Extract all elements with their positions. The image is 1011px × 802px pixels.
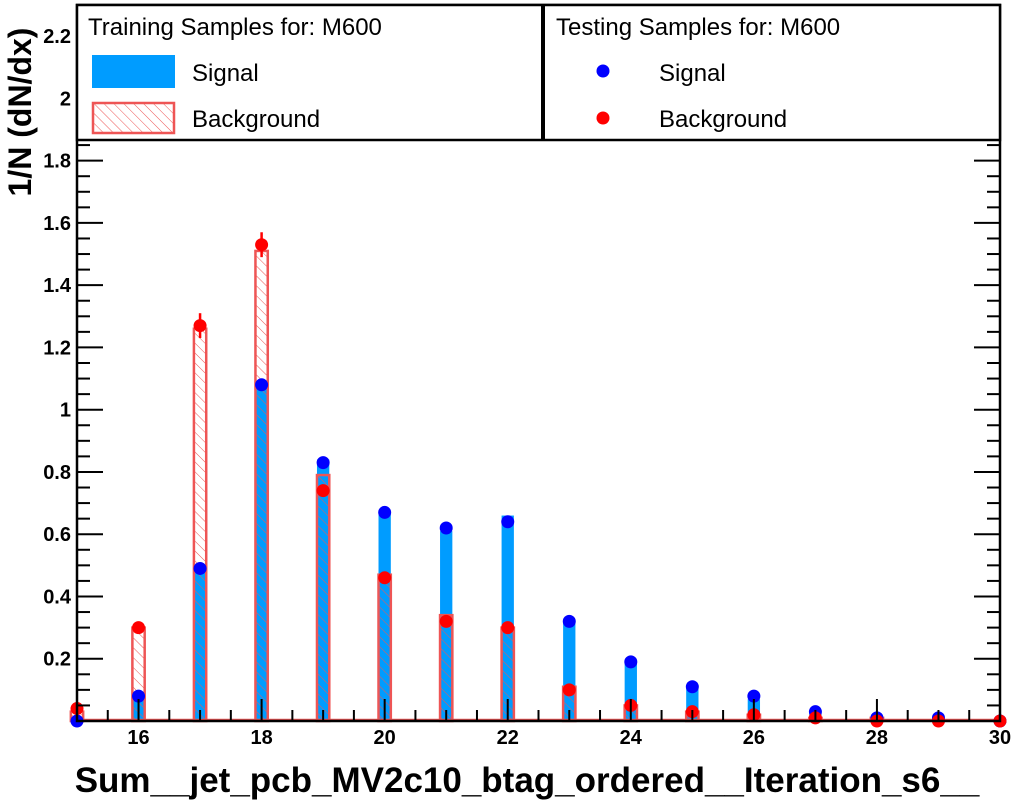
testing-signal-point	[685, 680, 699, 694]
x-tick-label: 16	[127, 727, 149, 749]
testing-background-point	[193, 319, 207, 333]
testing-signal-marker	[596, 64, 610, 78]
y-tick-label: 1.8	[43, 151, 71, 173]
testing-signal-point	[747, 689, 761, 703]
testing-background-point	[501, 621, 515, 635]
testing-signal-point	[378, 505, 392, 519]
training-background-swatch	[91, 101, 176, 135]
x-axis-title: Sum__jet_pcb_MV2c10_btag_ordered__Iterat…	[75, 761, 980, 800]
training-background-bar	[192, 327, 208, 723]
testing-signal-label: Signal	[659, 60, 726, 87]
training-background-label: Background	[192, 106, 320, 133]
y-tick-label: 0.6	[43, 524, 71, 546]
training-background-bar	[315, 473, 331, 723]
training-legend-header: Training Samples for: M600	[88, 14, 382, 41]
histogram-bars	[69, 249, 1000, 723]
testing-legend-header: Testing Samples for: M600	[556, 14, 840, 41]
training-background-bar	[254, 249, 270, 723]
y-tick-label: 0.2	[43, 649, 71, 671]
testing-signal-point	[193, 561, 207, 575]
testing-background-marker	[596, 111, 610, 125]
y-tick-label: 0.8	[43, 462, 71, 484]
legend-box	[75, 3, 1002, 142]
y-tick-label: 1.2	[43, 337, 71, 359]
x-tick-label: 22	[497, 727, 519, 749]
testing-background-point	[378, 571, 392, 585]
testing-signal-point	[624, 655, 638, 669]
testing-background-point	[439, 614, 453, 628]
testing-signal-point	[255, 378, 269, 392]
y-tick-label: 2.2	[43, 26, 71, 48]
training-signal-label: Signal	[192, 60, 259, 87]
axes: 16 18 20 22 24 26 28 30 0.2 0.4 0.6 0.8 1 1.2 1.4 1.6 1.…	[43, 3, 1011, 749]
x-tick-label: 20	[374, 727, 396, 749]
x-tick-label: 26	[743, 727, 765, 749]
testing-background-point	[562, 683, 576, 697]
testing-background-point	[316, 484, 330, 498]
training-signal-swatch	[92, 55, 175, 88]
x-tick-label: 24	[620, 727, 643, 749]
testing-signal-point	[132, 689, 146, 703]
y-axis-title: 1/N (dN/dx)	[2, 28, 38, 197]
testing-signal-point	[439, 521, 453, 535]
legend: Training Samples for: M600 Signal Backgr…	[75, 3, 1002, 142]
y-tick-label: 2	[60, 88, 71, 110]
y-tick-label: 1	[60, 400, 71, 422]
training-background-bar	[438, 613, 454, 723]
y-tick-label: 0.4	[43, 586, 72, 608]
testing-background-point	[255, 238, 269, 252]
y-tick-label: 1.4	[43, 275, 72, 297]
testing-signal-point	[316, 456, 330, 470]
x-tick-label: 18	[250, 727, 272, 749]
test-points	[70, 232, 1007, 728]
testing-signal-point	[562, 614, 576, 628]
x-tick-label: 28	[866, 727, 888, 749]
x-tick-label: 30	[989, 727, 1011, 749]
y-tick-label: 1.6	[43, 213, 71, 235]
testing-signal-point	[501, 515, 515, 529]
testing-background-point	[132, 621, 146, 635]
testing-background-label: Background	[659, 106, 787, 133]
